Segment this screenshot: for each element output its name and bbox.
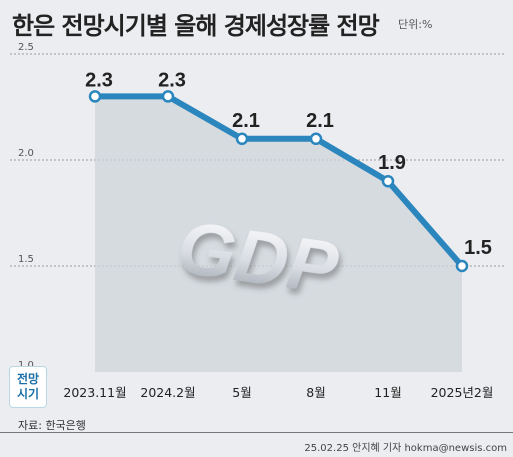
data-point (381, 174, 395, 188)
x-tick-label: 2024.2월 (140, 385, 195, 400)
value-label: 2.1 (306, 110, 334, 132)
x-tick-label: 5월 (232, 385, 251, 400)
x-tick-label: 8월 (306, 385, 325, 400)
data-point (235, 132, 249, 146)
value-label: 2.1 (232, 110, 260, 132)
series-line (92, 93, 465, 269)
data-point (455, 259, 469, 273)
data-point (161, 90, 175, 103)
data-point (309, 132, 323, 146)
period-label-line1: 전망 (16, 372, 40, 386)
value-label: 2.3 (158, 69, 186, 91)
x-tick-label: 2025년2월 (431, 385, 494, 400)
value-label: 2.3 (85, 69, 113, 91)
y-tick-label: 2.5 (18, 42, 34, 53)
area-fill (95, 96, 462, 373)
y-tick-label: 1.5 (18, 254, 34, 265)
period-label-line2: 시기 (16, 387, 40, 401)
value-label: 1.5 (464, 237, 492, 259)
y-tick-label: 1.0 (18, 360, 34, 371)
y-tick-label: 2.0 (18, 148, 34, 159)
period-badge: 전망 시기 (9, 366, 47, 408)
source-note: 자료: 한국은행 (18, 419, 86, 432)
data-point (88, 90, 102, 103)
value-label: 1.9 (378, 152, 406, 174)
credit-line: 25.02.25 안지혜 기자 hokma@newsis.com (304, 443, 507, 454)
x-tick-label: 2023.11월 (63, 385, 126, 400)
chart-title: 한은 전망시기별 올해 경제성장률 전망 (12, 12, 380, 40)
footer-divider (0, 432, 513, 433)
unit-label: 단위:% (398, 18, 433, 31)
x-tick-label: 11월 (374, 385, 401, 400)
